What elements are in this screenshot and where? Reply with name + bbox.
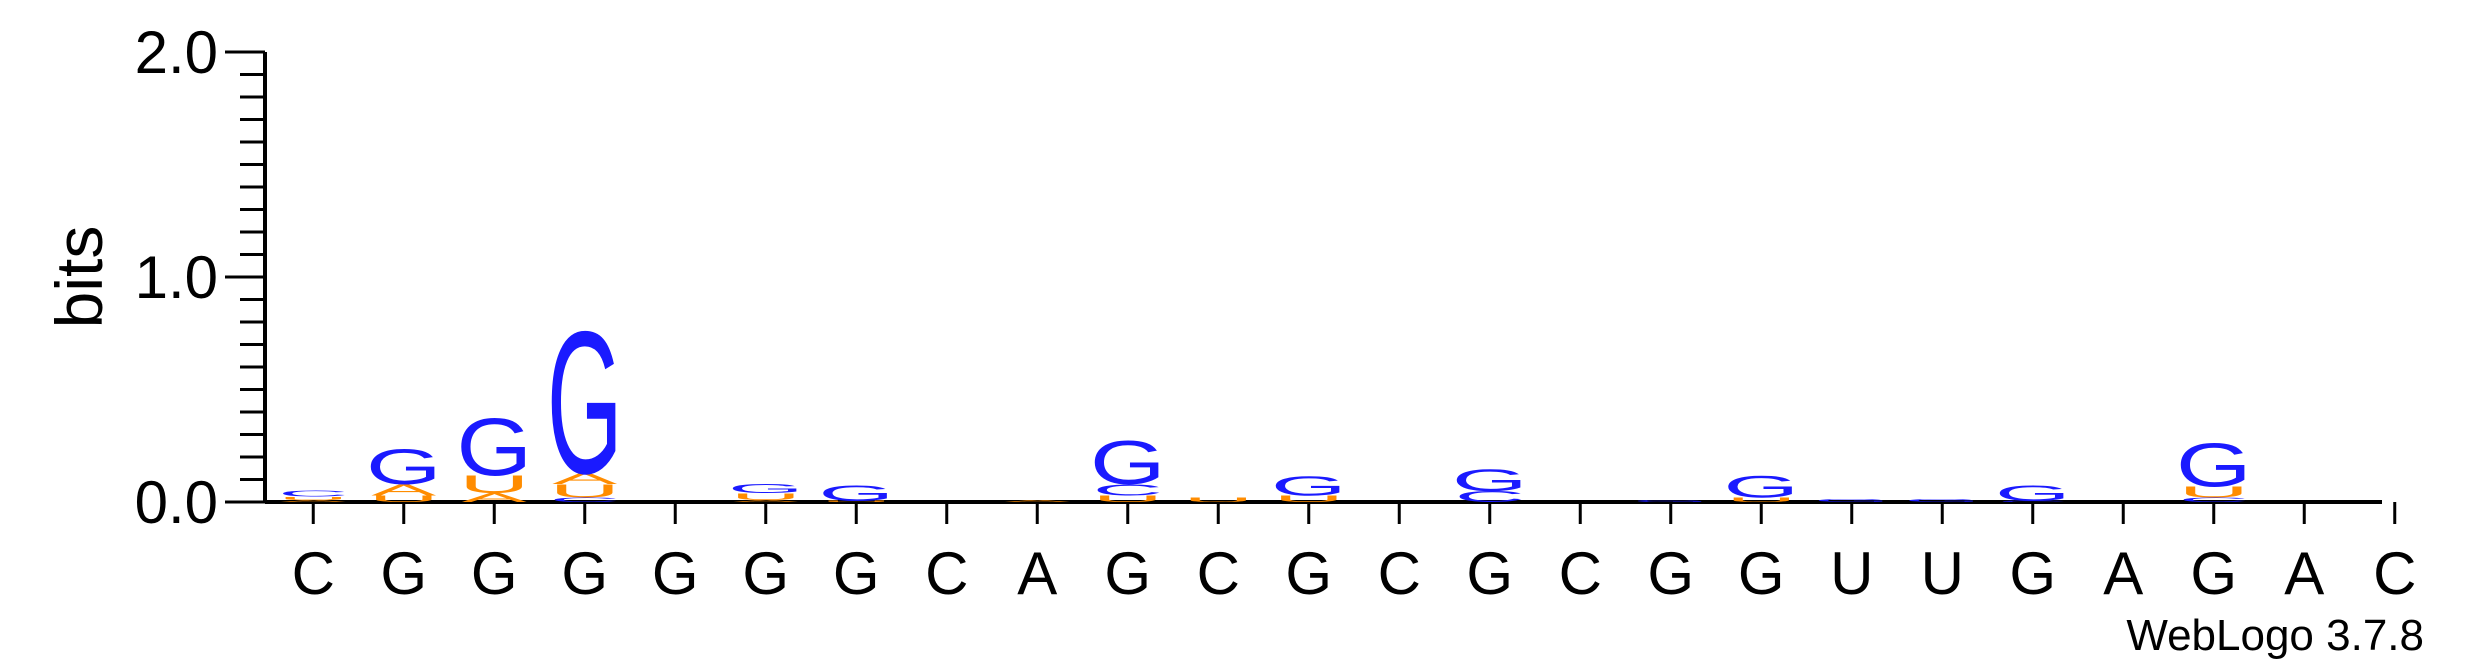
logo-letter-U: U	[278, 496, 348, 501]
sequence-label: G	[652, 540, 699, 607]
logo-letter-A: A	[371, 481, 437, 498]
logo-letter-G: G	[818, 481, 894, 505]
logo-letter-G: G	[1452, 463, 1528, 498]
sequence-label: C	[1559, 540, 1602, 607]
sequence-label: U	[1830, 540, 1873, 607]
sequence-label: G	[833, 540, 880, 607]
y-tick-label: 1.0	[135, 244, 218, 311]
sequence-label: G	[2009, 540, 2056, 607]
sequence-label: A	[2103, 540, 2143, 607]
sequence-label: U	[1921, 540, 1964, 607]
logo-letter-G: G	[1995, 481, 2071, 505]
logo-letter-G: G	[1723, 470, 1799, 505]
sequence-label: A	[1017, 540, 1057, 607]
logo-letter-G: G	[1090, 428, 1166, 497]
logo-letter-G: G	[1904, 498, 1980, 503]
x-ticks	[311, 502, 2397, 524]
sequence-label: G	[742, 540, 789, 607]
logo-letter-G: G	[366, 439, 442, 495]
logo-letter-U: U	[2179, 483, 2249, 500]
logo-letter-A: A	[462, 491, 528, 505]
logo-letter-G: G	[1633, 499, 1709, 502]
sequence-label: C	[1378, 540, 1421, 607]
sequence-label: G	[561, 540, 608, 607]
sequence-label: C	[925, 540, 968, 607]
sequence-label: G	[1104, 540, 1151, 607]
sequence-label: G	[1647, 540, 1694, 607]
logo-letter-U: U	[1726, 496, 1796, 503]
sequence-label: G	[1285, 540, 1332, 607]
logo-letter-U: U	[1274, 493, 1344, 504]
logo-letter-A: A	[281, 499, 346, 502]
logo-letter-A: A	[552, 470, 618, 487]
logo-letter-U: U	[550, 480, 620, 501]
sequence-label: G	[1466, 540, 1513, 607]
logo-letter-G: G	[2176, 431, 2252, 500]
axes: 0.0 1.0 2.0	[135, 19, 2397, 536]
logo-letter-C: C	[1455, 488, 1525, 505]
logo-letter-U: U	[369, 493, 439, 504]
logo-letter-A: A	[733, 499, 798, 502]
logo-letter-U: U	[1183, 496, 1253, 503]
logo-letter-G: G	[1271, 470, 1347, 501]
logo-letter-G: G	[547, 289, 623, 516]
logo-letter-C: C	[550, 496, 620, 503]
logo-letter-A: A	[1005, 499, 1070, 502]
logo-letter-G: G	[728, 482, 804, 496]
logo-letter-U: U	[821, 501, 891, 503]
logo-letter-U: U	[731, 491, 801, 502]
logo-letter-C: C	[1093, 481, 1163, 498]
y-tick-label: 0.0	[135, 469, 218, 536]
sequence-label: G	[1738, 540, 1785, 607]
sequence-label: C	[1197, 540, 1240, 607]
logo-letter-G: G	[1814, 498, 1890, 503]
y-tick-label: 2.0	[135, 19, 218, 86]
sequence-label: G	[471, 540, 518, 607]
weblogo-credit: WebLogo 3.7.8	[2126, 611, 2424, 660]
sequence-label: G	[380, 540, 427, 607]
y-ticks: 0.0 1.0 2.0	[135, 19, 265, 536]
logo-letter-U: U	[459, 471, 529, 499]
y-axis-title: bits	[42, 226, 116, 329]
sequence-label: C	[292, 540, 335, 607]
sequence-label: G	[2190, 540, 2237, 607]
sequence-label: A	[2284, 540, 2324, 607]
logo-letter-C: C	[278, 489, 348, 498]
logo-letter-U: U	[1093, 493, 1163, 504]
logo-letter-C: C	[2179, 496, 2249, 503]
logo-letter-G: G	[456, 403, 532, 494]
sequence-label: C	[2373, 540, 2416, 607]
logo-letter-C: C	[1998, 501, 2068, 503]
